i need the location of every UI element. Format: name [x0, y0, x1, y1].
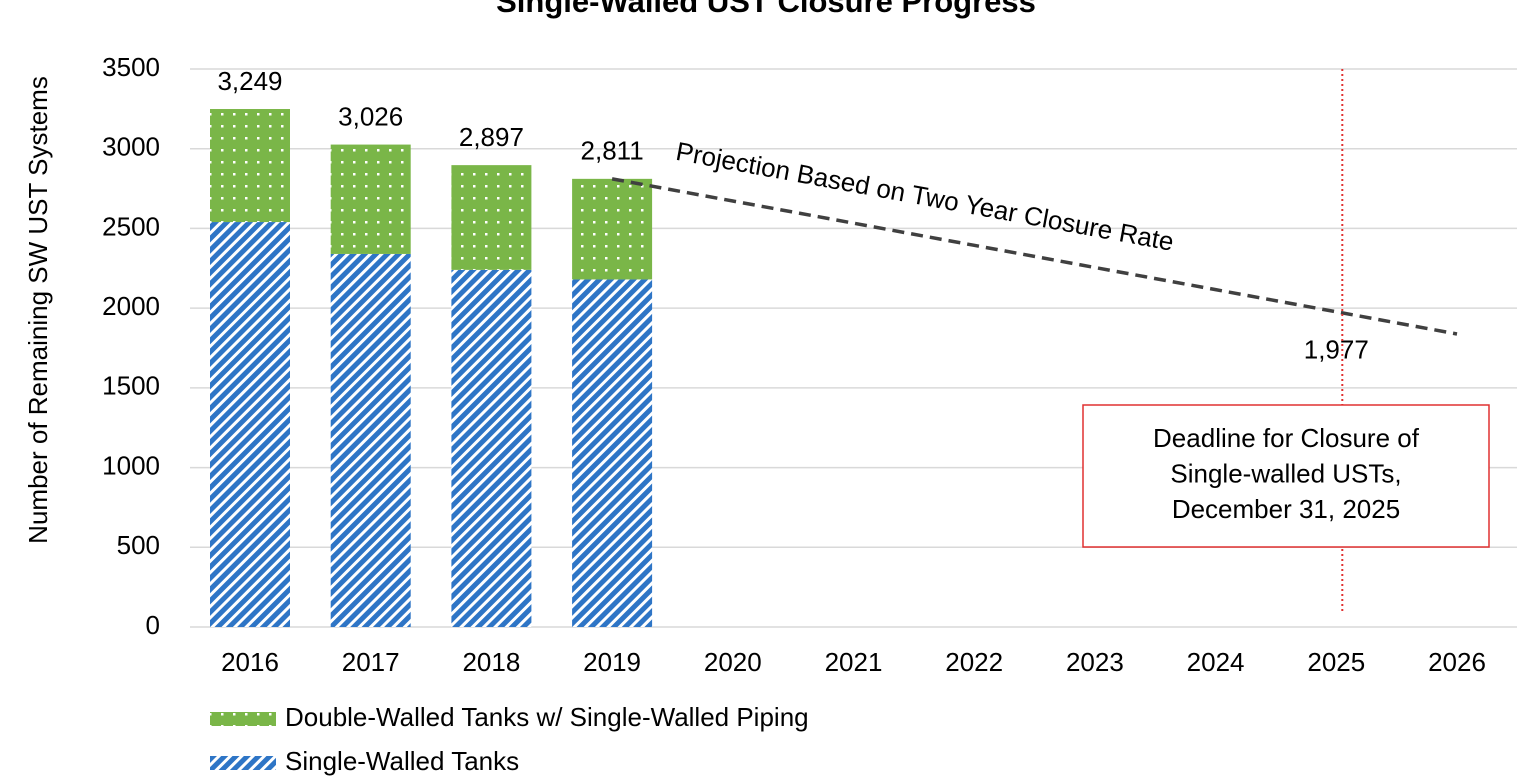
x-tick-label: 2019	[583, 647, 641, 677]
bar-segment	[451, 165, 532, 270]
bar-segment	[572, 279, 653, 627]
deadline-box	[1082, 404, 1490, 548]
y-axis-label: Number of Remaining SW UST Systems	[23, 76, 53, 544]
bar-segment	[210, 109, 290, 223]
x-tick-label: 2026	[1428, 647, 1486, 677]
deadline-text: Deadline for Closure of	[1153, 423, 1420, 453]
bar-segment	[210, 222, 290, 627]
x-tick-label: 2021	[825, 647, 883, 677]
legend-swatch	[210, 712, 276, 726]
legend-swatch	[210, 756, 276, 770]
chart-title: Single-Walled UST Closure Progress	[496, 0, 1036, 19]
bar-segment	[572, 178, 653, 280]
bar-segment	[451, 269, 532, 627]
y-tick-label: 3500	[102, 52, 160, 82]
deadline-text: December 31, 2025	[1172, 494, 1400, 524]
y-tick-label: 2000	[102, 291, 160, 321]
deadline-text: Single-walled USTs,	[1170, 458, 1401, 488]
y-tick-label: 1500	[102, 371, 160, 401]
legend-label: Single-Walled Tanks	[285, 746, 519, 776]
projection-value-label: 1,977	[1304, 335, 1369, 365]
x-tick-label: 2022	[945, 647, 1003, 677]
x-tick-label: 2018	[462, 647, 520, 677]
y-tick-label: 0	[146, 610, 160, 640]
x-tick-label: 2025	[1307, 647, 1365, 677]
x-tick-label: 2017	[342, 647, 400, 677]
y-tick-label: 500	[117, 530, 160, 560]
bar-segment	[330, 144, 411, 254]
projection-line	[611, 177, 1458, 336]
legend-label: Double-Walled Tanks w/ Single-Walled Pip…	[285, 702, 809, 732]
y-tick-label: 1000	[102, 450, 160, 480]
y-tick-label: 2500	[102, 211, 160, 241]
projection-label: Projection Based on Two Year Closure Rat…	[674, 136, 1176, 257]
x-tick-label: 2016	[221, 647, 279, 677]
total-label: 2,897	[459, 122, 524, 152]
y-tick-label: 3000	[102, 132, 160, 162]
x-tick-label: 2020	[704, 647, 762, 677]
total-label: 3,026	[338, 101, 403, 131]
total-label: 3,249	[217, 66, 282, 96]
total-label: 2,811	[581, 136, 644, 166]
x-tick-label: 2023	[1066, 647, 1124, 677]
x-tick-label: 2024	[1187, 647, 1245, 677]
bar-segment	[330, 253, 411, 628]
